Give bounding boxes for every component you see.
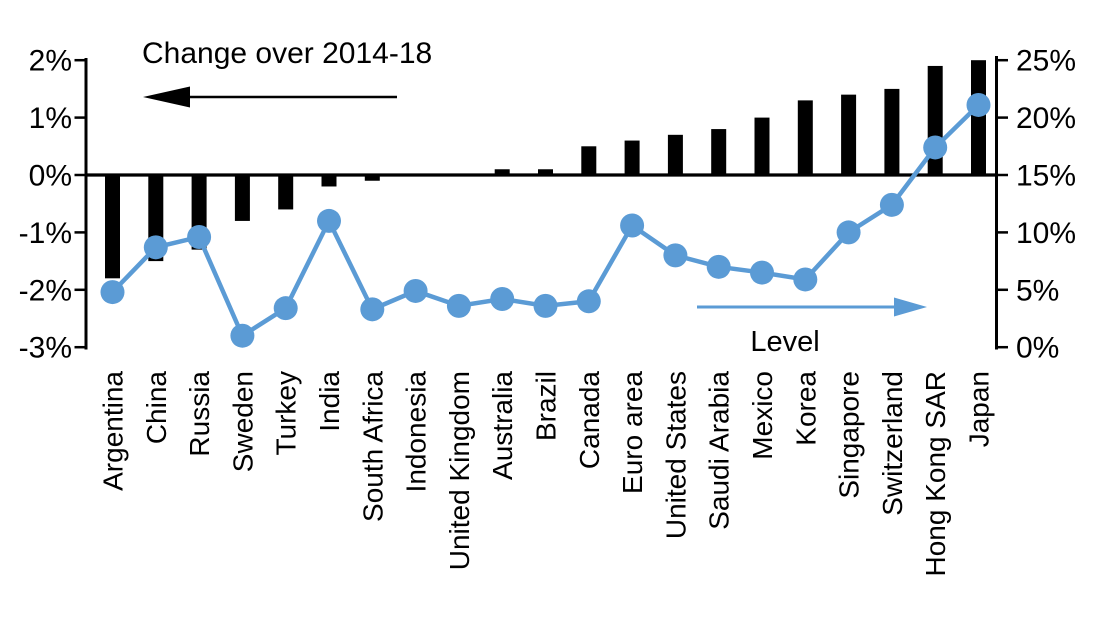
line-series — [100, 92, 991, 348]
line-marker — [576, 289, 601, 314]
bar — [105, 175, 120, 279]
x-axis-label: Hong Kong SAR — [920, 371, 951, 576]
left-axis: 2% 1% 0% -1% -2% -3% — [19, 45, 88, 365]
bar — [884, 88, 900, 175]
line-marker — [490, 286, 515, 311]
left-axis-tick-label: -2% — [19, 274, 72, 307]
right-axis-tick-label: 10% — [1016, 217, 1076, 250]
bar — [971, 60, 986, 176]
left-axis-tick-label: 2% — [29, 45, 72, 78]
line-marker — [533, 293, 558, 318]
left-axis-tick-label: 0% — [29, 160, 72, 193]
line-marker — [100, 280, 125, 305]
x-axis-label: Saudi Arabia — [704, 371, 735, 530]
line-marker — [663, 243, 688, 268]
line-marker — [620, 213, 645, 238]
line-marker — [706, 254, 731, 279]
line-marker — [879, 192, 904, 217]
bar — [841, 94, 857, 175]
x-axis-label: India — [314, 371, 345, 432]
x-axis-label: Russia — [184, 371, 215, 457]
x-axis-label: United States — [660, 371, 691, 539]
bar — [667, 134, 683, 175]
right-axis-tick-label: 25% — [1016, 45, 1076, 78]
x-axis-label: Argentina — [98, 371, 129, 491]
bar — [234, 175, 250, 221]
line-marker — [360, 297, 385, 322]
right-arrow-head-icon — [894, 297, 927, 317]
x-axis-label: Turkey — [271, 371, 302, 456]
right-axis-tick-label: 0% — [1016, 332, 1059, 365]
bar-series — [105, 60, 986, 279]
left-axis-tick-label: -1% — [19, 217, 72, 250]
right-axis-tick-label: 15% — [1016, 160, 1076, 193]
bar — [754, 117, 770, 175]
line-marker — [273, 296, 298, 321]
bar — [581, 146, 597, 175]
x-axis-label: Singapore — [834, 371, 865, 499]
x-axis-label: China — [141, 371, 172, 445]
x-axis-label: Japan — [964, 371, 995, 447]
line-marker — [317, 208, 341, 233]
bar — [364, 175, 380, 181]
right-axis: 25% 20% 15% 10% 5% 0% — [995, 45, 1076, 365]
x-axis-label: Switzerland — [877, 371, 908, 516]
line-marker — [143, 235, 168, 260]
bar — [624, 140, 640, 175]
line-marker — [923, 135, 948, 160]
bar — [711, 129, 727, 175]
line-marker — [187, 224, 212, 249]
x-axis-label: South Africa — [357, 371, 388, 522]
x-axis-label: Australia — [487, 371, 518, 480]
x-axis-label: Korea — [790, 371, 821, 446]
right-axis-tick-label: 20% — [1016, 102, 1076, 135]
bar — [797, 100, 813, 175]
x-axis-label: Sweden — [227, 371, 258, 472]
line-marker — [793, 267, 818, 292]
annotation-level-label: Level — [750, 326, 819, 358]
annotation-change-label: Change over 2014-18 — [142, 37, 432, 70]
line-marker — [750, 260, 774, 285]
line-marker — [446, 293, 471, 318]
bar — [321, 175, 337, 187]
bar — [538, 169, 553, 175]
annotation-level: Level — [697, 297, 927, 358]
right-axis-tick-label: 5% — [1016, 274, 1059, 307]
x-axis-label: Brazil — [531, 371, 562, 441]
left-axis-tick-label: -3% — [19, 332, 72, 365]
x-axis-label: Indonesia — [401, 371, 432, 493]
left-arrow-head-icon — [143, 86, 190, 108]
bar — [278, 175, 294, 210]
x-axis-label: United Kingdom — [444, 371, 475, 570]
line-marker — [230, 323, 255, 348]
left-axis-tick-label: 1% — [29, 102, 72, 135]
x-axis-label: Mexico — [747, 371, 778, 460]
line-marker — [403, 278, 428, 303]
line-marker — [966, 92, 991, 117]
x-axis-label: Canada — [574, 371, 605, 470]
bar — [494, 169, 510, 175]
x-axis-labels: Argentina China Russia Sweden Turkey India Sou… — [98, 371, 995, 577]
annotation-change: Change over 2014-18 — [142, 37, 432, 108]
line-marker — [836, 220, 861, 245]
x-axis-label: Euro area — [617, 371, 648, 494]
